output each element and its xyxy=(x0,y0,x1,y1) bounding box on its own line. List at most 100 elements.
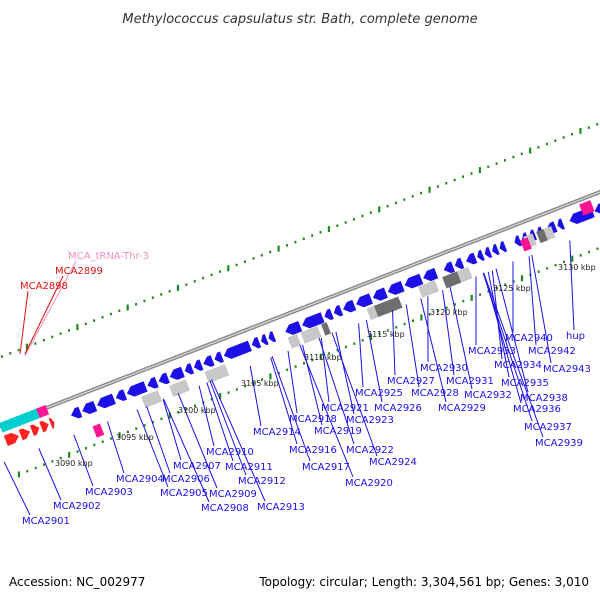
gene-label: MCA2936 xyxy=(513,404,561,415)
gene-label: MCA2908 xyxy=(201,503,249,514)
leader-line xyxy=(162,398,210,503)
trna-feature xyxy=(92,423,105,438)
scale-label: 3100 kbp xyxy=(178,406,216,415)
gene-label: MCA2911 xyxy=(225,462,273,473)
pseudo-feature xyxy=(300,325,322,344)
gene-arrow xyxy=(147,376,159,389)
gene-arrow xyxy=(594,199,600,215)
gene-arrow xyxy=(387,280,405,295)
gene-label: MCA2918 xyxy=(289,414,337,425)
leader-line xyxy=(3,461,31,516)
gene-label: MCA2930 xyxy=(420,363,468,374)
gene-arrow xyxy=(372,287,388,301)
misc-feature xyxy=(0,408,40,433)
gene-label: MCA2917 xyxy=(302,462,350,473)
leader-line xyxy=(449,286,473,390)
leader-line xyxy=(299,344,354,478)
pseudo-feature xyxy=(543,226,556,241)
gene-label: MCA2923 xyxy=(346,415,394,426)
scale-label: 3130 kbp xyxy=(558,263,596,272)
leader-line xyxy=(302,344,323,426)
gene-arrow xyxy=(203,355,215,367)
gene-arrow xyxy=(268,331,277,343)
gene-label: MCA2937 xyxy=(524,422,572,433)
leader-line xyxy=(249,365,262,427)
scale-label: 3115 kbp xyxy=(367,330,405,339)
gene-label: MCA2938 xyxy=(520,393,568,404)
leader-line xyxy=(405,304,420,388)
gene-label: MCA2942 xyxy=(528,346,576,357)
gene-arrow xyxy=(404,273,424,289)
gene-arrow xyxy=(126,381,148,397)
gene-arrow xyxy=(492,243,500,256)
rna-arrow xyxy=(39,420,49,433)
gene-label: MCA2925 xyxy=(355,388,403,399)
pseudo-feature xyxy=(536,229,548,244)
leader-line xyxy=(318,337,355,445)
gene-label: MCA2939 xyxy=(535,438,583,449)
gene-arrow xyxy=(356,293,374,308)
gene-arrow xyxy=(324,308,334,321)
leader-line xyxy=(270,357,298,445)
leader-line xyxy=(531,254,552,364)
gene-arrow xyxy=(261,334,269,346)
gene-arrow xyxy=(333,304,344,317)
leader-line xyxy=(528,256,537,346)
gene-arrow xyxy=(223,340,252,359)
scale-label: 3120 kbp xyxy=(430,308,468,317)
rna-arrow xyxy=(29,424,40,436)
gene-arrow xyxy=(194,359,204,371)
scale-label: 3125 kbp xyxy=(493,284,531,293)
gene-label: MCA2940 xyxy=(505,333,553,344)
leader-line xyxy=(162,399,182,461)
leader-line xyxy=(177,392,218,489)
gene-label: MCA2907 xyxy=(173,461,221,472)
gene-label: MCA2914 xyxy=(253,427,301,438)
leader-line xyxy=(482,272,533,422)
leader-line xyxy=(24,260,77,357)
trna-feature xyxy=(36,405,50,418)
pseudo-feature xyxy=(168,379,191,398)
gene-label: MCA2909 xyxy=(209,489,257,500)
pseudo-feature xyxy=(141,390,163,408)
leader-line xyxy=(569,240,575,331)
map-title: Methylococcus capsulatus str. Bath, comp… xyxy=(122,12,477,27)
gene-label: MCA2903 xyxy=(85,487,133,498)
leader-line xyxy=(331,332,378,457)
leader-line xyxy=(392,310,396,376)
leader-line xyxy=(73,434,94,487)
leader-line xyxy=(271,356,311,462)
label-leaders xyxy=(3,240,575,516)
gene-label: MCA2926 xyxy=(374,403,422,414)
leader-line xyxy=(136,409,169,488)
gene-label: MCA2935 xyxy=(501,378,549,389)
leader-line xyxy=(146,405,171,474)
gene-arrow xyxy=(343,299,357,313)
feature-label: MCA_tRNA-Thr-3 xyxy=(68,251,149,262)
gene-label: MCA2916 xyxy=(289,445,337,456)
rna-arrow xyxy=(3,432,19,447)
gene-arrow xyxy=(423,267,439,282)
scale-label: 3095 kbp xyxy=(116,433,154,442)
scale-label: 3105 kbp xyxy=(241,379,279,388)
gene-label: MCA2919 xyxy=(314,426,362,437)
pseudo-feature xyxy=(366,305,379,321)
scale-label: 3110 kbp xyxy=(304,353,342,362)
feature-label: MCA2898 xyxy=(20,281,68,292)
leader-line xyxy=(442,290,455,376)
gene-arrow xyxy=(302,312,325,329)
gene-label: MCA2901 xyxy=(22,516,70,527)
gene-label: MCA2920 xyxy=(345,478,393,489)
gene-arrow xyxy=(115,389,128,401)
gene-arrow xyxy=(477,249,485,261)
gene-arrow xyxy=(158,372,170,385)
gene-arrow xyxy=(71,406,83,419)
gene-label: MCA2902 xyxy=(53,501,101,512)
gene-label: MCA2933 xyxy=(468,346,516,357)
leader-line xyxy=(209,380,247,476)
feature-label: MCA2899 xyxy=(55,266,103,277)
gene-label: MCA2928 xyxy=(411,388,459,399)
trna-feature xyxy=(520,237,532,252)
pseudo-feature xyxy=(287,333,302,349)
